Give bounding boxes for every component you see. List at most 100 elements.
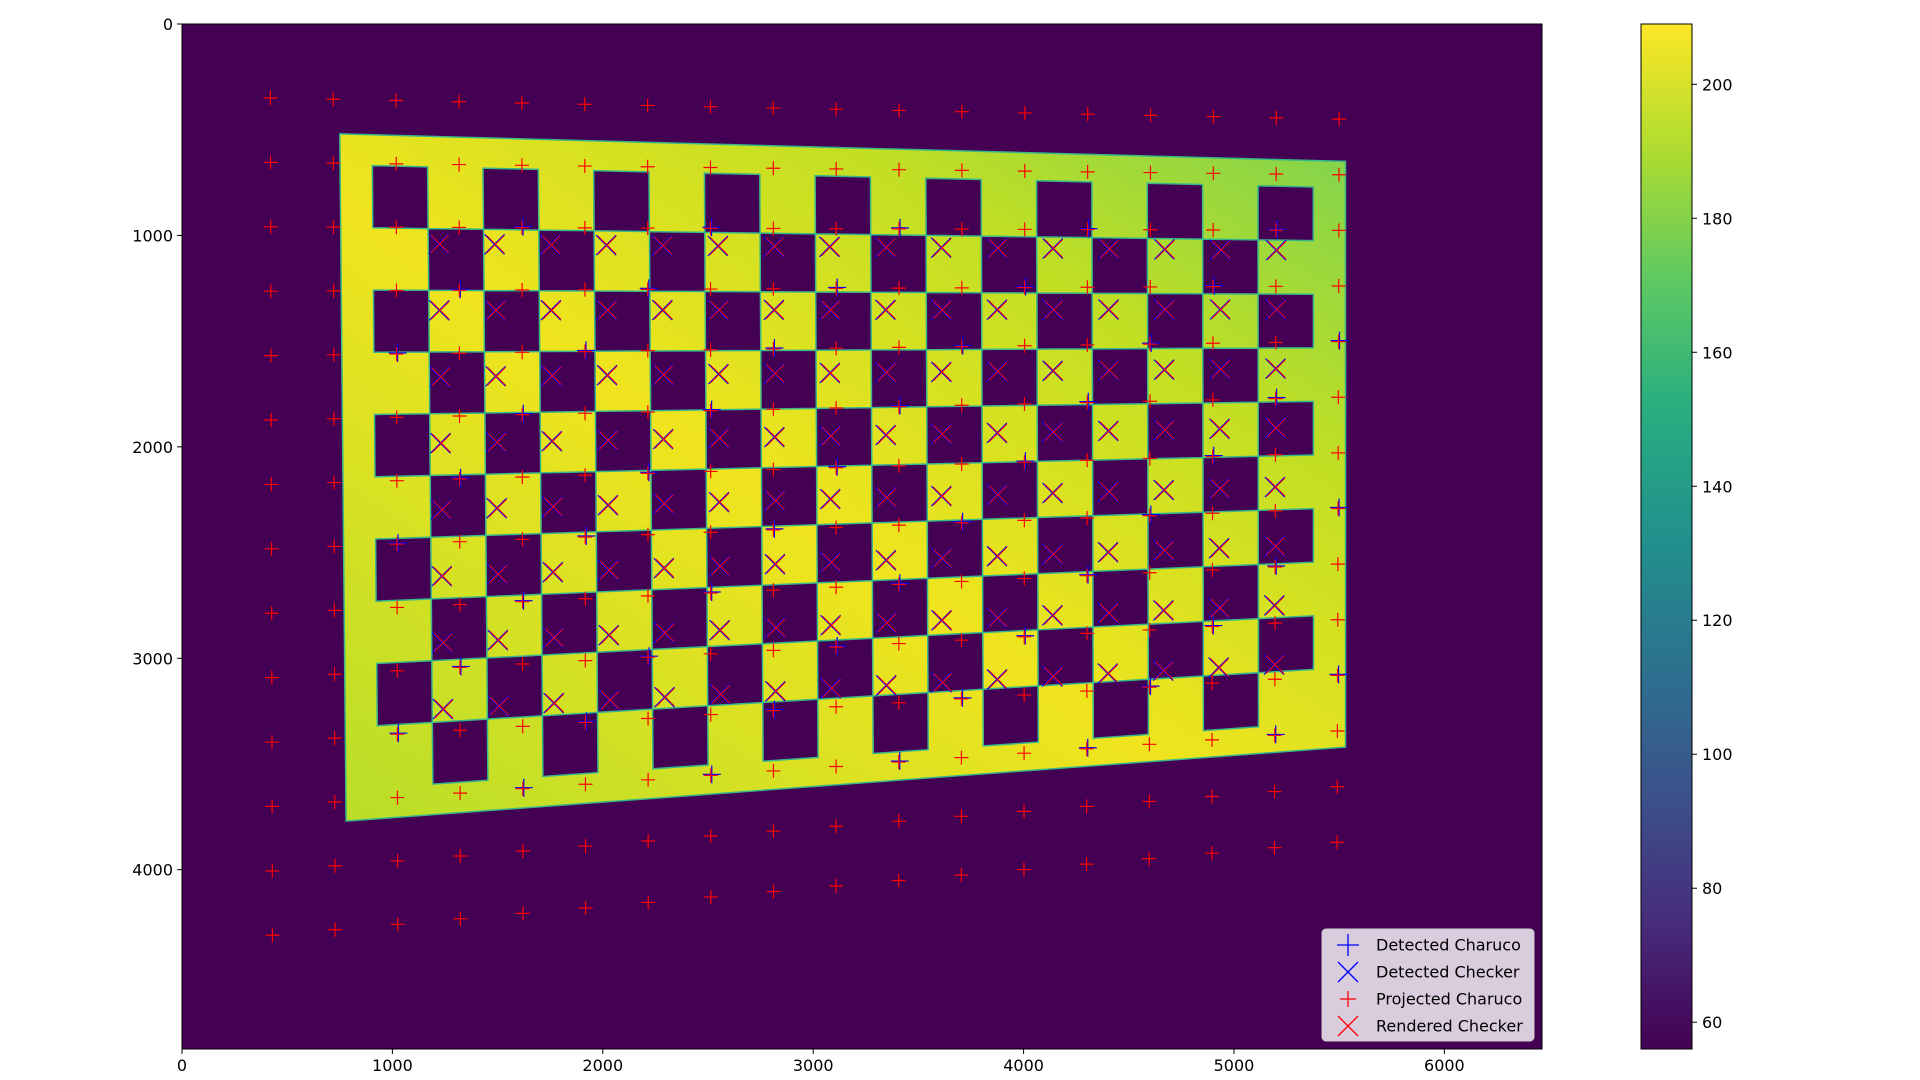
rendered-checker-marker: [933, 548, 952, 568]
legend-marker-icon: [1337, 934, 1359, 956]
rendered-checker-marker: [597, 235, 617, 255]
detected-charuco-marker: [890, 574, 909, 593]
rendered-checker-marker: [1099, 542, 1119, 562]
detected-checker-marker: [819, 362, 841, 384]
projected-charuco-marker: [577, 344, 592, 359]
projected-charuco-marker: [578, 653, 593, 668]
y-tick-label: 0: [163, 15, 173, 34]
rendered-checker-marker: [877, 550, 897, 570]
rendered-checker-marker: [932, 238, 952, 258]
projected-charuco-marker: [578, 529, 593, 544]
projected-charuco-marker: [1142, 851, 1157, 866]
image-layer: [339, 133, 1347, 822]
x-tick-label: 6000: [1424, 1056, 1465, 1075]
rendered-checker-marker: [710, 428, 730, 448]
rendered-checker-marker: [710, 556, 730, 576]
rendered-checker-marker: [654, 429, 674, 449]
rendered-checker-marker: [821, 426, 841, 446]
projected-charuco-marker: [1080, 568, 1095, 583]
rendered-checker-marker: [988, 300, 1008, 320]
detected-checker-marker: [986, 669, 1008, 690]
projected-charuco-marker: [954, 750, 969, 765]
projected-charuco-marker: [766, 221, 781, 236]
detected-checker-marker: [1208, 657, 1229, 679]
projected-charuco-marker: [1017, 105, 1032, 120]
rendered-checker-marker: [766, 491, 785, 510]
rendered-checker-marker: [431, 367, 451, 387]
projected-charuco-marker: [829, 161, 844, 176]
projected-charuco-marker: [327, 795, 342, 810]
rendered-checker-marker: [1099, 360, 1119, 380]
rendered-checker-marker: [430, 300, 450, 320]
projected-charuco-marker: [1204, 846, 1219, 861]
detected-charuco-marker: [702, 218, 721, 237]
detected-checker-marker: [819, 425, 841, 447]
detected-checker-marker: [875, 549, 897, 571]
projected-charuco-marker: [1080, 337, 1095, 352]
detected-charuco-marker: [451, 657, 470, 676]
projected-charuco-marker: [1142, 622, 1157, 637]
rendered-checker-marker: [821, 363, 841, 383]
rendered-checker-marker: [599, 430, 618, 450]
projected-charuco-marker: [703, 525, 718, 540]
x-tick-label: 4000: [1003, 1056, 1044, 1075]
detected-charuco-marker: [388, 343, 407, 362]
detected-charuco-marker: [1079, 219, 1098, 238]
projected-charuco-marker: [703, 160, 718, 175]
detected-checker-marker: [652, 428, 674, 450]
rendered-checker-marker: [599, 495, 619, 515]
projected-charuco-marker: [1079, 626, 1094, 641]
rendered-checker-marker: [766, 681, 786, 701]
projected-charuco-marker: [264, 477, 279, 492]
rendered-checker-marker: [600, 690, 620, 710]
projected-charuco-marker: [264, 413, 279, 428]
projected-charuco-marker: [829, 699, 844, 714]
x-tick-label: 2000: [582, 1056, 623, 1075]
projected-charuco-marker: [264, 606, 279, 621]
rendered-checker-marker: [541, 235, 561, 255]
projected-charuco-marker: [452, 157, 467, 172]
detected-checker-marker: [1042, 543, 1063, 565]
rendered-checker-marker: [1099, 421, 1119, 441]
projected-charuco-marker: [766, 342, 781, 357]
detected-checker-marker: [930, 299, 952, 321]
projected-charuco-marker: [1205, 392, 1220, 407]
projected-charuco-marker: [766, 100, 781, 115]
projected-charuco-marker: [265, 928, 280, 943]
detected-checker-marker: [1041, 604, 1063, 626]
rendered-checker-marker: [1155, 360, 1175, 380]
colorbar-tick-label: 140: [1702, 477, 1733, 496]
rendered-checker-marker: [1044, 422, 1063, 442]
detected-checker-marker: [595, 234, 617, 256]
detected-charuco-marker: [577, 526, 596, 545]
detected-checker-marker: [1263, 595, 1285, 616]
projected-charuco-marker: [829, 759, 844, 774]
rendered-checker-marker: [1265, 596, 1285, 615]
detected-checker-marker: [487, 695, 509, 717]
detected-charuco-marker: [1141, 677, 1160, 696]
detected-checker-marker: [709, 619, 731, 641]
rendered-checker-marker: [653, 300, 673, 320]
projected-charuco-marker: [703, 768, 718, 783]
detected-checker-marker: [596, 429, 618, 451]
projected-charuco-marker: [1268, 391, 1283, 406]
projected-charuco-marker: [829, 879, 844, 894]
projected-charuco-marker: [264, 348, 279, 363]
rendered-checker-marker: [1267, 300, 1287, 319]
projected-charuco-marker: [390, 790, 405, 805]
detected-checker-marker: [1265, 239, 1287, 261]
detected-checker-marker: [707, 235, 729, 257]
projected-charuco-marker: [1017, 687, 1032, 702]
rendered-checker-marker: [711, 620, 730, 640]
projected-charuco-marker: [1205, 676, 1220, 691]
projected-charuco-marker: [452, 346, 467, 361]
rendered-checker-marker: [542, 300, 562, 320]
detected-checker-marker: [1209, 418, 1230, 440]
projected-charuco-marker: [264, 670, 279, 685]
rendered-checker-marker: [877, 363, 896, 382]
projected-charuco-marker: [766, 402, 781, 417]
rendered-checker-marker: [489, 696, 509, 716]
projected-charuco-marker: [389, 346, 404, 361]
projected-charuco-marker: [1267, 728, 1282, 743]
rendered-checker-marker: [1211, 240, 1231, 260]
